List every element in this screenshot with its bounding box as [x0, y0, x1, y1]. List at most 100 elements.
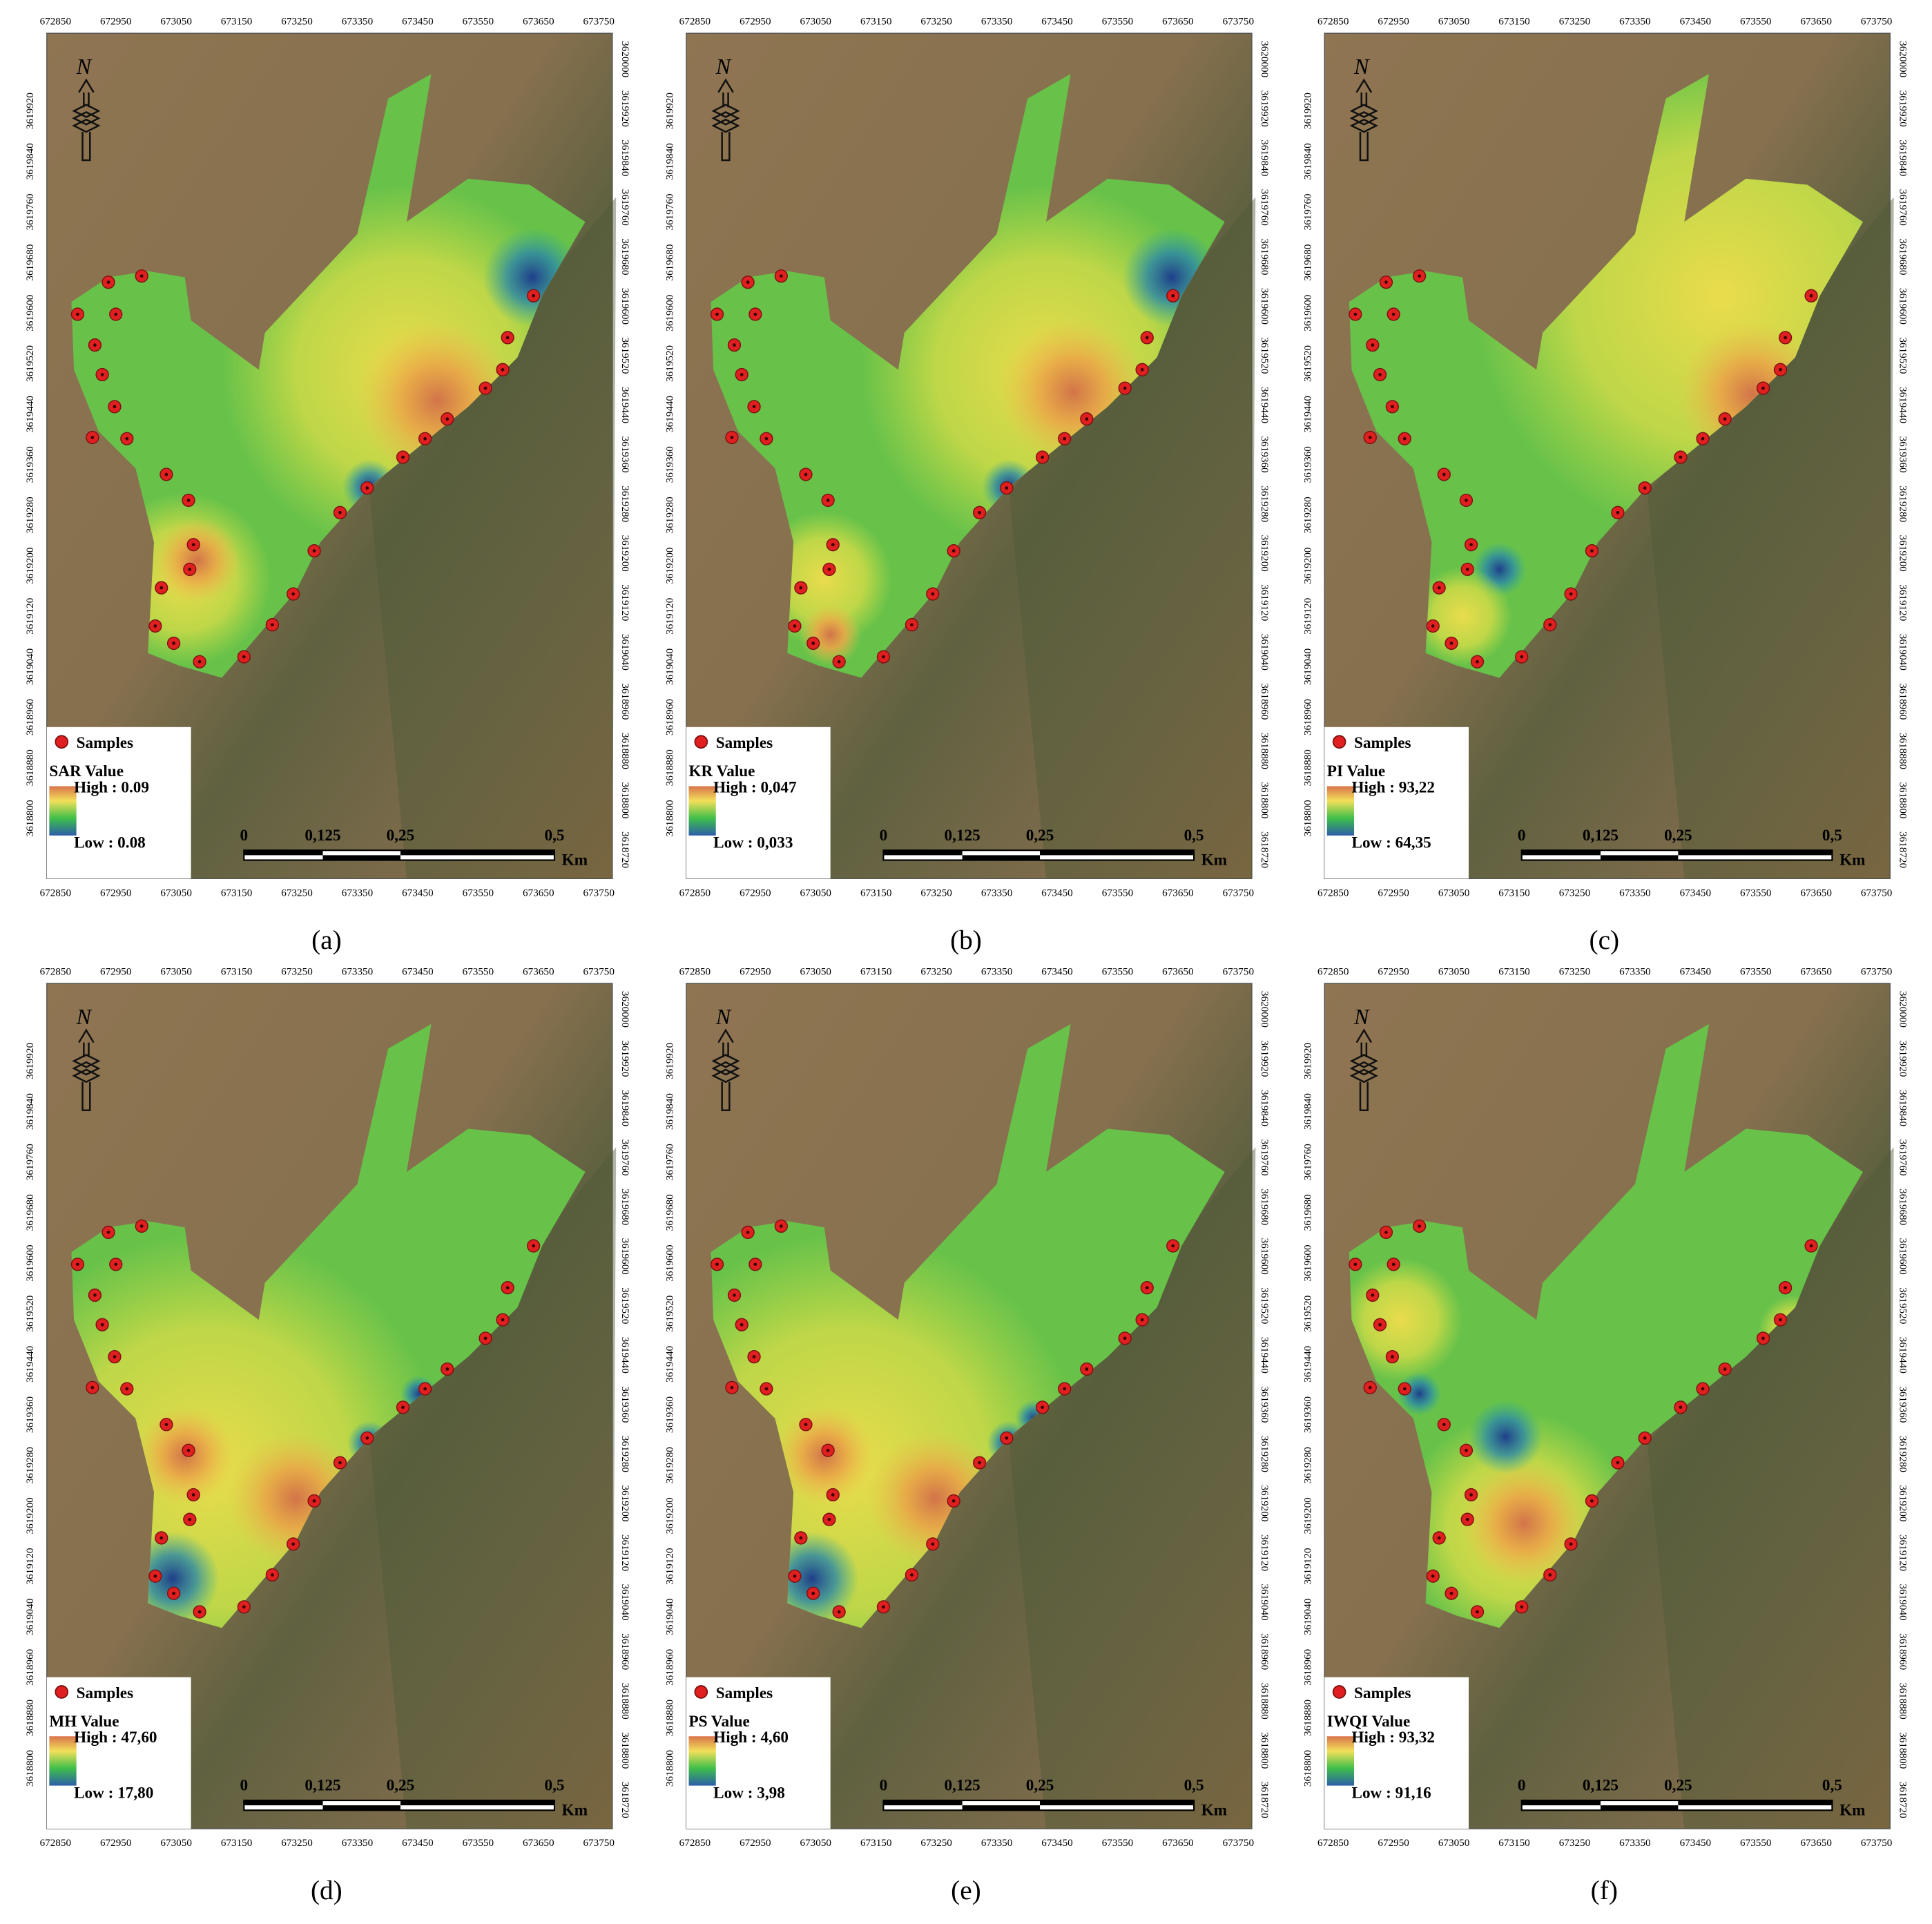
north-arrow: N — [72, 54, 101, 162]
sample-center — [715, 312, 719, 316]
map-panel: 672850 672850 672950 672950 673050 673050 6731… — [24, 16, 631, 955]
scale-label: 0,25 — [1664, 1777, 1692, 1795]
legend-low: Low : 3,98 — [713, 1784, 785, 1802]
x-tick-label: 673050 — [1438, 965, 1469, 977]
y-tick-label: 3619440 — [24, 396, 36, 432]
north-symbol — [1349, 78, 1378, 162]
x-tick-label: 673350 — [981, 965, 1012, 977]
x-tick-label: 673750 — [1861, 1837, 1892, 1849]
x-tick-label: 673350 — [1619, 16, 1650, 28]
north-label: N — [1353, 1004, 1370, 1029]
y-tick-label: 3619760 — [664, 193, 675, 230]
sample-center — [483, 1336, 487, 1340]
x-tick-label: 672850 — [1317, 1837, 1349, 1849]
x-tick-label: 673450 — [1041, 1837, 1072, 1849]
y-tick-label: 3618800 — [1897, 782, 1909, 818]
x-tick-label: 673250 — [1559, 16, 1590, 28]
x-tick-label: 673750 — [583, 965, 614, 977]
sample-center — [799, 586, 803, 590]
y-tick-label: 3619840 — [664, 1093, 675, 1130]
sample-center — [1701, 1387, 1705, 1391]
y-tick-label: 3619200 — [1259, 1485, 1271, 1521]
y-tick-label: 3619760 — [24, 1144, 36, 1180]
x-tick-label: 672850 — [679, 887, 711, 898]
y-tick-label: 3619600 — [1897, 1238, 1909, 1275]
sample-center — [1378, 1322, 1382, 1327]
y-tick-label: 3619440 — [619, 387, 631, 423]
y-tick-label: 3618960 — [619, 1633, 631, 1670]
north-arrow: N — [711, 1004, 740, 1111]
y-tick-label: 3619840 — [1259, 140, 1271, 176]
scale-label: 0,5 — [544, 1777, 564, 1795]
sample-center — [312, 1499, 316, 1503]
x-tick-label: 673250 — [920, 887, 951, 898]
sample-center — [1171, 294, 1175, 298]
y-tick-label: 3619440 — [664, 396, 675, 432]
map-panel: 672850 672850 672950 672950 673050 673050 6731… — [664, 16, 1271, 955]
sample-center — [1784, 336, 1787, 340]
y-tick-label: 3619040 — [619, 1584, 631, 1621]
y-tick-label: 3618880 — [24, 749, 36, 786]
sample-center — [114, 312, 118, 316]
scale-label: 0 — [240, 827, 249, 845]
y-tick-label: 3619920 — [664, 93, 675, 129]
legend-samples: Samples — [716, 734, 773, 752]
y-tick-label: 3619360 — [1259, 1386, 1271, 1423]
legend-high: High : 47,60 — [74, 1729, 157, 1747]
sample-center — [826, 1448, 830, 1452]
y-tick-label: 3619760 — [1897, 189, 1909, 226]
x-tick-label: 673450 — [1041, 887, 1072, 898]
y-tick-label: 3619200 — [664, 1497, 675, 1534]
scale-seg — [400, 1800, 554, 1806]
y-tick-label: 3619600 — [1259, 1238, 1271, 1275]
y-tick-label: 3619760 — [1259, 1139, 1271, 1176]
y-tick-label: 3619200 — [1897, 1485, 1909, 1521]
sample-center — [242, 1605, 246, 1609]
y-tick-label: 3618960 — [24, 699, 36, 735]
x-tick-label: 673150 — [860, 16, 891, 28]
scale-seg — [1678, 1800, 1833, 1806]
x-tick-label: 673750 — [1861, 16, 1892, 28]
panel-caption: (b) — [950, 925, 982, 955]
sample-center — [164, 472, 168, 477]
x-tick-label: 673650 — [523, 1837, 554, 1849]
y-tick-label: 3619360 — [24, 1396, 36, 1433]
x-tick-label: 673550 — [1102, 1837, 1133, 1849]
x-tick-label: 673650 — [1800, 1837, 1831, 1849]
sample-center — [401, 1405, 405, 1410]
x-tick-label: 673750 — [1223, 1837, 1254, 1849]
x-tick-label: 673150 — [860, 887, 891, 898]
y-tick-label: 3619040 — [24, 648, 36, 685]
y-tick-label: 3619520 — [24, 345, 36, 382]
y-tick-label: 3619600 — [1259, 288, 1271, 325]
sample-center — [1465, 1448, 1468, 1452]
y-tick-label: 3618800 — [664, 800, 675, 836]
legend-samples: Samples — [77, 1684, 133, 1702]
x-tick-label: 673650 — [1800, 887, 1831, 898]
y-tick-label: 3619040 — [664, 1599, 675, 1635]
sample-center — [1476, 660, 1479, 664]
x-tick-label: 673550 — [1740, 16, 1771, 28]
y-tick-label: 3619120 — [619, 584, 631, 621]
sample-center — [910, 623, 914, 627]
sample-center — [811, 1591, 815, 1595]
sample-center — [793, 624, 797, 628]
figure-content: 672850 672850 672950 672950 673050 673050 6731… — [24, 16, 1909, 1905]
y-tick-label: 3619600 — [664, 1244, 675, 1281]
x-tick-label: 672850 — [679, 16, 711, 28]
x-tick-label: 673450 — [1680, 887, 1711, 898]
x-tick-label: 672850 — [1317, 965, 1349, 977]
y-tick-label: 3619520 — [1897, 337, 1909, 374]
y-tick-label: 3618800 — [1259, 1732, 1271, 1769]
x-tick-label: 672850 — [1317, 16, 1349, 28]
y-tick-label: 3619680 — [619, 1189, 631, 1225]
y-tick-label: 3619440 — [664, 1346, 675, 1383]
y-tick-label: 3618800 — [619, 1732, 631, 1769]
sample-center — [1469, 543, 1473, 547]
y-tick-label: 3619760 — [1897, 1139, 1909, 1176]
sample-center — [1145, 336, 1149, 340]
sample-center — [1520, 1605, 1524, 1609]
sample-center — [1085, 417, 1089, 421]
legend-high: High : 93,32 — [1351, 1729, 1434, 1747]
scale-seg — [962, 855, 1041, 860]
